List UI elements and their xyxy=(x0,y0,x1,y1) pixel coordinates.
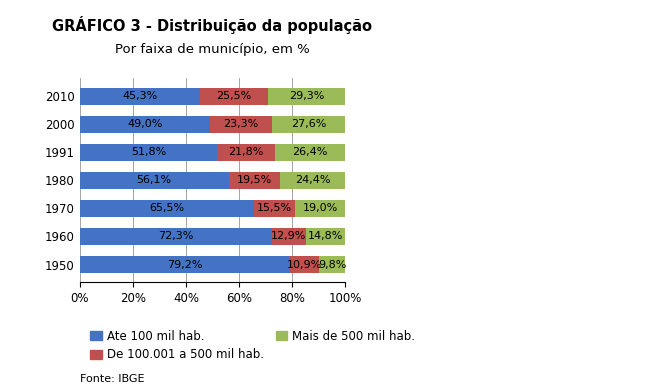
Bar xyxy=(80,88,200,105)
Legend: Ate 100 mil hab., De 100.001 a 500 mil hab., Mais de 500 mil hab.: Ate 100 mil hab., De 100.001 a 500 mil h… xyxy=(86,325,420,366)
Text: GRÁFICO 3 - Distribuição da população: GRÁFICO 3 - Distribuição da população xyxy=(52,16,373,34)
Text: 19,5%: 19,5% xyxy=(237,175,272,185)
Text: 79,2%: 79,2% xyxy=(167,260,203,270)
Bar xyxy=(80,172,228,189)
Bar xyxy=(272,116,345,132)
Bar xyxy=(295,200,345,217)
Text: 27,6%: 27,6% xyxy=(291,119,326,129)
Bar xyxy=(275,144,345,161)
Text: 15,5%: 15,5% xyxy=(257,203,291,213)
Text: 10,9%: 10,9% xyxy=(287,260,322,270)
Bar xyxy=(290,256,319,273)
Text: 21,8%: 21,8% xyxy=(228,147,264,157)
Bar xyxy=(200,88,268,105)
Text: 29,3%: 29,3% xyxy=(289,91,324,101)
Text: 56,1%: 56,1% xyxy=(137,175,172,185)
Bar xyxy=(272,228,306,245)
Text: 9,8%: 9,8% xyxy=(318,260,346,270)
Bar xyxy=(228,172,280,189)
Bar xyxy=(80,200,254,217)
Bar xyxy=(80,228,272,245)
Bar xyxy=(268,88,345,105)
Text: 12,9%: 12,9% xyxy=(271,231,307,241)
Bar xyxy=(217,144,275,161)
Bar xyxy=(80,144,217,161)
Text: 26,4%: 26,4% xyxy=(293,147,328,157)
Bar xyxy=(319,256,345,273)
Bar xyxy=(80,256,290,273)
Bar xyxy=(280,172,345,189)
Bar xyxy=(80,116,210,132)
Text: 14,8%: 14,8% xyxy=(308,231,343,241)
Text: 51,8%: 51,8% xyxy=(131,147,166,157)
Bar xyxy=(254,200,295,217)
Text: 45,3%: 45,3% xyxy=(122,91,157,101)
Text: 49,0%: 49,0% xyxy=(127,119,163,129)
Text: 65,5%: 65,5% xyxy=(149,203,184,213)
Text: Por faixa de município, em %: Por faixa de município, em % xyxy=(115,43,310,56)
Text: 25,5%: 25,5% xyxy=(216,91,252,101)
Text: 72,3%: 72,3% xyxy=(158,231,193,241)
Text: 23,3%: 23,3% xyxy=(223,119,258,129)
Bar xyxy=(210,116,272,132)
Text: Fonte: IBGE: Fonte: IBGE xyxy=(80,374,144,384)
Bar xyxy=(306,228,345,245)
Text: 24,4%: 24,4% xyxy=(295,175,331,185)
Text: 19,0%: 19,0% xyxy=(302,203,338,213)
